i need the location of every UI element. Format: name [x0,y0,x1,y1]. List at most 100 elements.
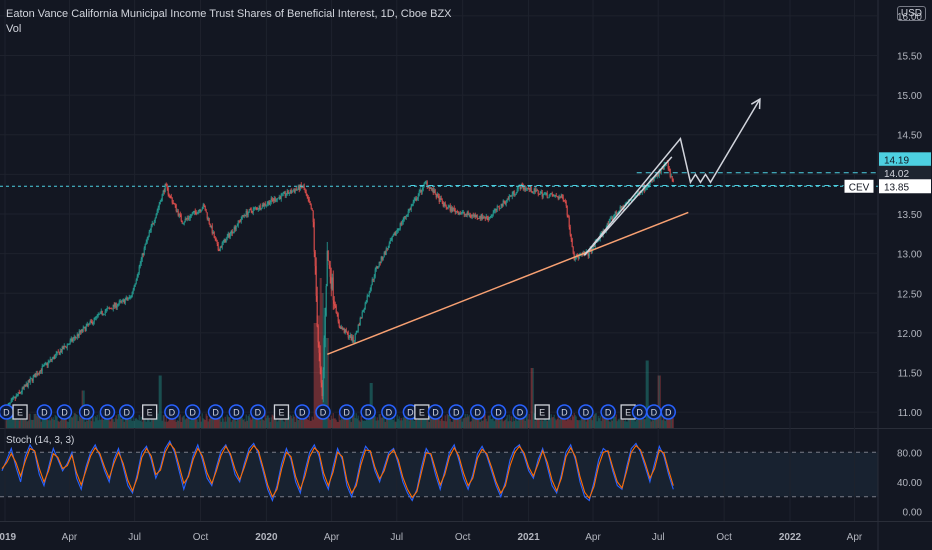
candle-body [73,337,75,339]
volume-bar [555,420,557,428]
volume-bar [143,417,145,428]
volume-bar [186,418,188,428]
candle-body [567,215,569,218]
candle-body [362,311,364,313]
volume-bar [15,419,17,428]
volume-bar [296,418,298,428]
candle-body [475,214,477,218]
volume-bar [210,416,212,428]
price-tick-label: 11.00 [898,408,923,419]
volume-bar [314,323,316,428]
candle-body [275,200,277,202]
candle-body [361,311,363,318]
candle-body [525,188,527,190]
candle-body [24,385,26,387]
volume-bar [505,418,507,428]
time-axis-label: Apr [585,532,601,543]
volume-bar [561,415,563,428]
volume-bar [320,278,322,428]
candle-body [510,195,512,197]
volume-bar [567,416,569,428]
volume-bar [312,419,314,428]
volume-bar [151,416,153,428]
candle-body [137,272,139,277]
volume-bar [652,420,654,428]
candle-body [279,196,281,200]
volume-bar [254,415,256,428]
candle-body [484,218,486,219]
volume-bar [161,420,163,428]
volume-bar [109,421,111,428]
volume-bar [215,418,217,428]
candle-body [379,261,381,263]
candle-body [503,200,505,203]
candle-body [512,191,514,195]
stoch-tick-label: 80.00 [897,448,922,459]
volume-bar [284,414,286,428]
volume-bar [492,413,494,428]
candle-body [490,215,492,218]
volume-bar [349,418,351,428]
volume-bar [501,414,503,428]
dividend-marker [338,404,355,420]
candle-body [425,181,427,183]
volume-bar [264,413,266,428]
volume-bar [338,413,340,428]
dividend-marker [315,404,331,420]
candle-body [305,192,307,195]
candle-body [571,239,573,248]
volume-bar [40,421,42,428]
volume-bar [635,419,637,428]
volume-bar [623,421,625,428]
volume-bar [609,421,611,428]
volume-bar [245,414,247,428]
candle-body [290,189,292,193]
time-axis-label: Jul [390,532,403,543]
candle-body [26,383,28,387]
volume-bar [413,421,415,428]
volume-bar [180,421,182,428]
volume-bar [227,416,229,428]
volume-bar [313,323,315,428]
volume-bar [547,417,549,428]
candle-body [641,190,643,193]
volume-bar [544,418,546,428]
candle-body [169,195,171,197]
candle-body [561,194,563,198]
candle-body [87,323,89,325]
volume-bar [185,418,187,428]
candle-body [38,373,40,375]
volume-bar [354,418,356,428]
candle-body [98,313,100,315]
dividend-marker-label: D [83,408,90,418]
price-tick-label: 11.50 [898,369,923,380]
volume-bar [409,415,411,428]
volume-bar [472,417,474,428]
volume-bar [491,418,493,428]
candle-body [81,329,83,332]
volume-bar [670,418,672,428]
volume-bar [482,420,484,428]
volume-bar [360,415,362,428]
candle-body [66,344,68,348]
volume-bar [124,414,126,428]
candle-body [370,285,372,290]
candle-body [671,176,673,180]
candle-body [99,311,101,314]
currency-button[interactable]: USD [896,6,926,21]
candle-body [539,192,541,195]
candle-body [100,310,102,312]
candle-body [588,250,590,257]
volume-bar [275,417,277,428]
volume-bar [191,419,193,428]
volume-bar [258,414,260,428]
volume-bar [428,421,430,428]
candle-body [199,210,201,212]
dividend-marker [56,404,73,420]
volume-bar [600,421,602,428]
earnings-marker [12,404,28,420]
volume-bar [94,416,96,428]
price-badge-high [879,152,931,167]
candle-body [127,298,129,300]
